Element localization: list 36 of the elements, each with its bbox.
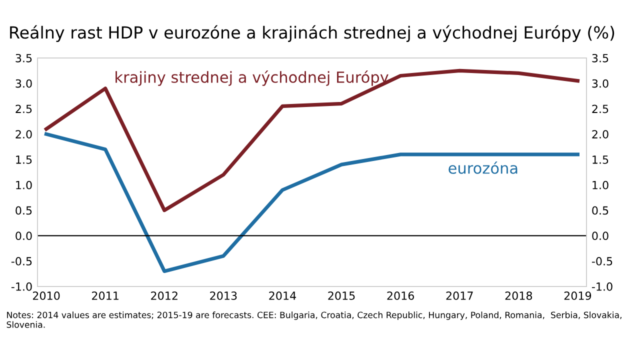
- y2-tick-label: -0.5: [592, 257, 612, 266]
- y-tick-label: 0.0: [16, 232, 32, 240]
- line-series: [44, 68, 580, 212]
- x-tick-label: 2010: [32, 291, 60, 300]
- x-tick-label: 2013: [210, 291, 237, 300]
- y-tick-label: -1.0: [11, 282, 32, 291]
- x-tick-label: 2016: [387, 291, 414, 300]
- y2-tick-label: 2.5: [592, 104, 608, 114]
- text: Notes: 2014 values are estimates; 2015-19 are forecasts. CEE: Bulgaria, Croatia, Czech Republic, Hungary, Poland, Romania, Serbia, Slovakia, Slovenia.: [6, 312, 622, 328]
- y2-tick-label: 1.5: [592, 156, 608, 164]
- y-tick-label: 2.5: [16, 104, 32, 114]
- y2-tick-label: 0.5: [592, 206, 608, 215]
- x-tick-label: 2018: [505, 291, 532, 300]
- series-label: krajiny strednej a východnej Európy: [116, 70, 388, 86]
- y2-tick-label: 2.0: [592, 130, 608, 139]
- y-tick-label: -0.5: [11, 257, 32, 266]
- x-tick-label: 2019: [564, 291, 592, 300]
- x-tick-label: 2015: [328, 291, 355, 300]
- chart-title: Reálny rast HDP v eurozóne a krajinách strednej a východnej Európy (%): [10, 25, 614, 42]
- y2-tick-label: 3.0: [592, 79, 608, 88]
- y2-tick-label: 3.5: [592, 54, 608, 62]
- y-tick-label: 1.0: [16, 180, 32, 190]
- y-tick-label: 3.0: [16, 79, 32, 88]
- x-tick-label: 2012: [151, 291, 178, 300]
- line-series: [44, 132, 580, 274]
- x-tick-label: 2014: [269, 291, 296, 300]
- x-tick-label: 2011: [92, 291, 118, 300]
- y2-tick-label: -1.0: [592, 282, 612, 291]
- y-tick-label: 1.5: [16, 156, 32, 164]
- y-tick-label: 3.5: [16, 54, 32, 62]
- y-tick-label: 0.5: [16, 206, 32, 215]
- series-label: eurozóna: [448, 161, 518, 174]
- y-tick-label: 2.0: [16, 130, 32, 139]
- y2-tick-label: 0.0: [592, 232, 608, 240]
- x-tick-label: 2017: [446, 291, 473, 300]
- y2-tick-label: 1.0: [592, 180, 608, 190]
